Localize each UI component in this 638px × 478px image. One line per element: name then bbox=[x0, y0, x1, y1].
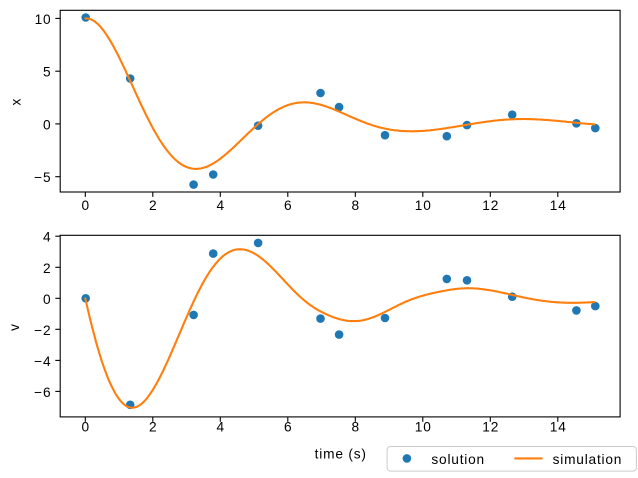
svg-text:4: 4 bbox=[43, 230, 51, 245]
svg-text:6: 6 bbox=[284, 419, 292, 434]
svg-text:−4: −4 bbox=[34, 354, 51, 369]
svg-text:solution: solution bbox=[431, 452, 485, 467]
svg-text:10: 10 bbox=[415, 419, 432, 434]
svg-text:0: 0 bbox=[81, 198, 89, 213]
svg-text:8: 8 bbox=[351, 198, 359, 213]
svg-text:0: 0 bbox=[81, 419, 89, 434]
svg-text:10: 10 bbox=[415, 198, 432, 213]
svg-text:0: 0 bbox=[43, 292, 51, 307]
svg-text:−2: −2 bbox=[34, 323, 51, 338]
svg-text:−6: −6 bbox=[34, 385, 51, 400]
svg-text:4: 4 bbox=[216, 198, 224, 213]
svg-text:12: 12 bbox=[482, 419, 499, 434]
svg-text:2: 2 bbox=[149, 419, 157, 434]
svg-text:time (s): time (s) bbox=[315, 447, 367, 462]
svg-text:2: 2 bbox=[149, 198, 157, 213]
svg-text:−5: −5 bbox=[34, 170, 51, 185]
svg-text:6: 6 bbox=[284, 198, 292, 213]
svg-text:v: v bbox=[7, 323, 22, 331]
svg-text:simulation: simulation bbox=[553, 452, 623, 467]
svg-text:x: x bbox=[9, 98, 24, 106]
svg-text:8: 8 bbox=[351, 419, 359, 434]
svg-text:14: 14 bbox=[550, 198, 567, 213]
svg-text:12: 12 bbox=[482, 198, 499, 213]
svg-text:14: 14 bbox=[550, 419, 567, 434]
svg-text:5: 5 bbox=[43, 65, 51, 80]
svg-text:4: 4 bbox=[216, 419, 224, 434]
svg-text:10: 10 bbox=[35, 12, 52, 27]
svg-text:2: 2 bbox=[43, 261, 51, 276]
svg-text:0: 0 bbox=[43, 117, 51, 132]
